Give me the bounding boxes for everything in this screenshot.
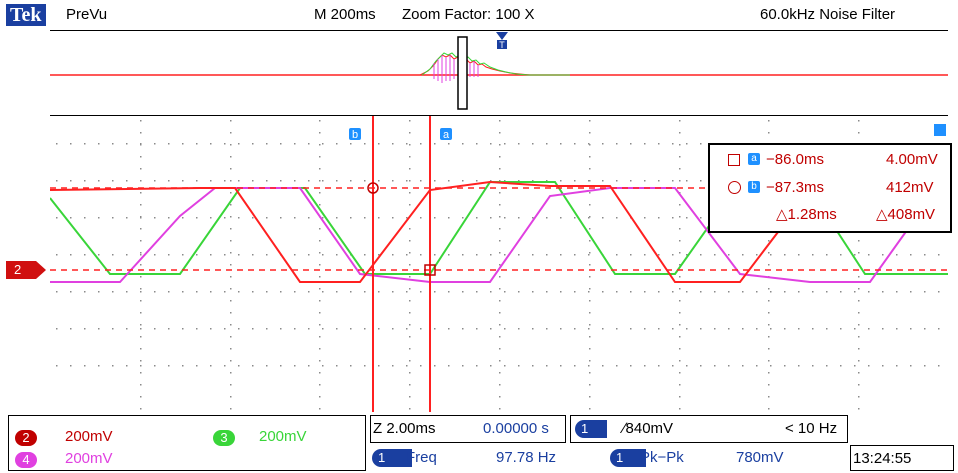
waveform-display[interactable]: b a: [49, 116, 949, 412]
svg-text:b: b: [352, 129, 358, 141]
clock: 13:24:55: [853, 450, 912, 467]
zoom-window-box[interactable]: [457, 36, 468, 110]
noise-filter-label: 60.0kHz Noise Filter: [760, 6, 896, 23]
measurements[interactable]: 1 Freq 97.78 Hz 1 Pk−Pk 780mV: [370, 445, 848, 471]
cursor-b-readout: b −87.3ms 412mV: [710, 177, 950, 199]
trigger-source-badge: 1: [575, 420, 607, 438]
graticule: b a: [49, 116, 949, 412]
cursor-a-readout: a −86.0ms 4.00mV: [710, 149, 950, 171]
trigger-level: ∕840mV: [623, 420, 674, 437]
cursor-delta-readout: △1.28ms △408mV: [776, 206, 936, 223]
pkpk-meas-value: 780mV: [736, 449, 784, 466]
cursor-b-badge: b: [748, 181, 760, 193]
svg-text:a: a: [443, 129, 450, 141]
ch2-level-marker[interactable]: 2: [6, 261, 46, 279]
freq-meas-label: Freq: [406, 449, 437, 466]
square-cursor-icon: [728, 154, 740, 166]
cursor-b-tag: [349, 128, 361, 140]
timebase-label: M 200ms: [314, 6, 376, 23]
ch2-badge[interactable]: 2: [15, 430, 37, 446]
ch3-scale: 200mV: [259, 428, 307, 445]
overview-burst: [419, 52, 570, 83]
ch3-badge[interactable]: 3: [213, 430, 235, 446]
zoom-scale: Z 2.00ms: [373, 420, 436, 437]
cursor-a-tag: [440, 128, 452, 140]
freq-meas-value: 97.78 Hz: [496, 449, 557, 466]
ch4-scale: 200mV: [65, 450, 113, 467]
svg-text:T: T: [499, 40, 505, 49]
overview-waveform: [50, 36, 948, 110]
status-bar: Tek PreVu M 200ms Zoom Factor: 100 X 60.…: [0, 0, 958, 30]
ch1-offscreen-marker: [934, 124, 946, 136]
trigger-position-icon[interactable]: T: [495, 31, 509, 50]
pkpk-meas-badge: 1: [610, 449, 646, 467]
zoom-position: 0.00000 s: [483, 420, 549, 437]
ch4-waveform: [50, 187, 949, 283]
cursor-a-marker: [424, 264, 436, 276]
graticule-dots: [56, 120, 940, 410]
clock-box: 13:24:55: [850, 445, 954, 471]
cursor-b-marker: [367, 182, 379, 194]
zoom-readout[interactable]: Z 2.00ms 0.00000 s: [370, 415, 566, 443]
readout-panel: 2 200mV 3 200mV 4 200mV Z 2.00ms 0.00000…: [0, 413, 958, 473]
mode-label: PreVu: [66, 6, 108, 23]
circle-cursor-icon: [728, 181, 741, 194]
zoom-factor-label: Zoom Factor: 100 X: [402, 6, 535, 23]
ch2-scale: 200mV: [65, 428, 113, 445]
tek-logo: Tek: [6, 4, 46, 26]
trigger-readout[interactable]: 1 ∕840mV < 10 Hz: [570, 415, 848, 443]
pkpk-meas-label: Pk−Pk: [640, 449, 684, 466]
record-overview[interactable]: T: [50, 30, 948, 116]
cursor-a-badge: a: [748, 153, 760, 165]
ch4-badge[interactable]: 4: [15, 452, 37, 468]
trigger-frequency: < 10 Hz: [785, 420, 838, 437]
freq-meas-badge: 1: [372, 449, 412, 467]
channel-scales[interactable]: 2 200mV 3 200mV 4 200mV: [8, 415, 366, 471]
cursor-readout: a −86.0ms 4.00mV b −87.3ms 412mV △1.28ms…: [708, 143, 952, 233]
